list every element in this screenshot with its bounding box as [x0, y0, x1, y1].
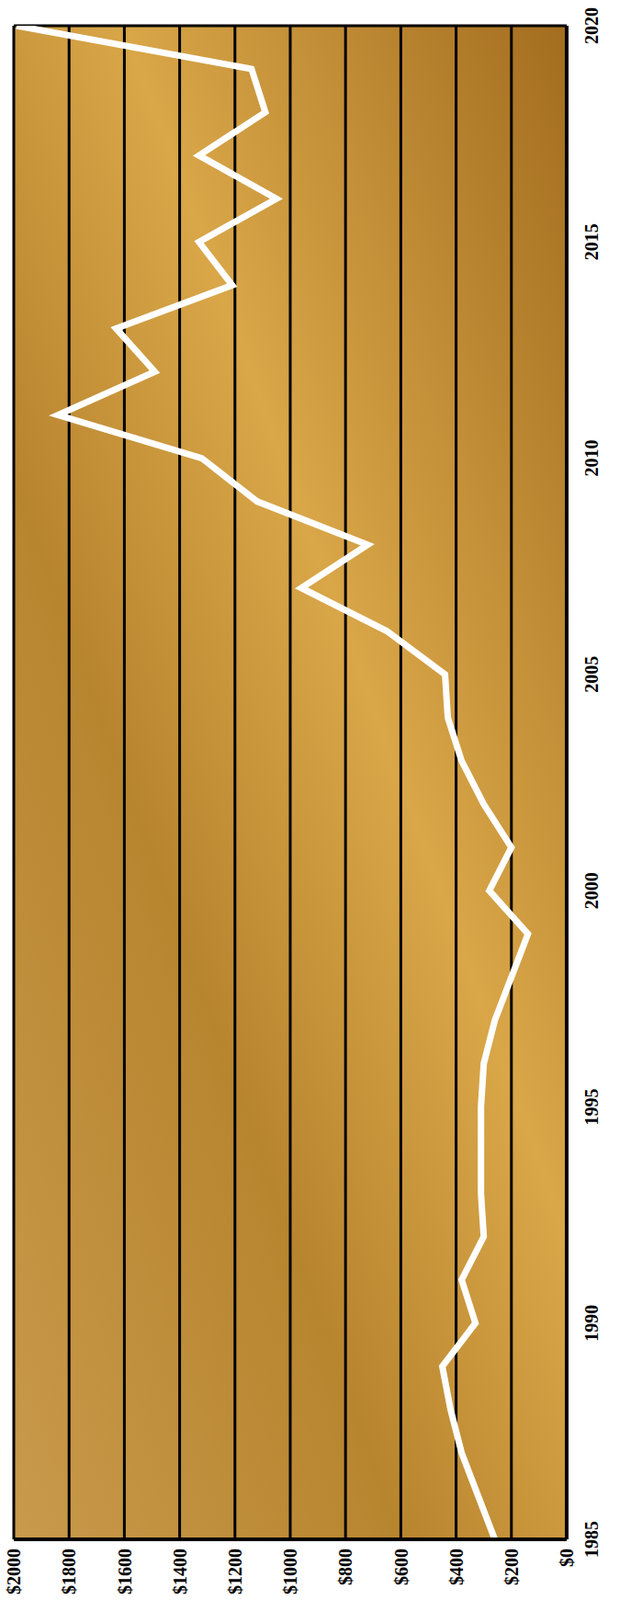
svg-text:$1600: $1600	[114, 1547, 136, 1594]
svg-text:$200: $200	[501, 1547, 522, 1585]
svg-text:$600: $600	[391, 1547, 412, 1585]
svg-text:1995: 1995	[581, 1087, 602, 1125]
svg-text:2010: 2010	[581, 439, 602, 477]
svg-text:$1800: $1800	[58, 1547, 79, 1594]
svg-text:2000: 2000	[581, 871, 602, 909]
svg-text:$1000: $1000	[280, 1547, 301, 1594]
svg-text:2020: 2020	[581, 7, 602, 45]
svg-text:1990: 1990	[581, 1304, 602, 1341]
svg-text:$800: $800	[335, 1547, 356, 1585]
svg-text:$0: $0	[556, 1547, 577, 1566]
svg-text:2005: 2005	[581, 655, 602, 693]
svg-text:$1200: $1200	[225, 1547, 246, 1594]
svg-text:$2000: $2000	[3, 1547, 24, 1594]
svg-text:$1400: $1400	[169, 1547, 191, 1594]
svg-text:1985: 1985	[581, 1520, 602, 1557]
svg-text:2015: 2015	[581, 223, 602, 260]
svg-text:$400: $400	[446, 1547, 467, 1585]
